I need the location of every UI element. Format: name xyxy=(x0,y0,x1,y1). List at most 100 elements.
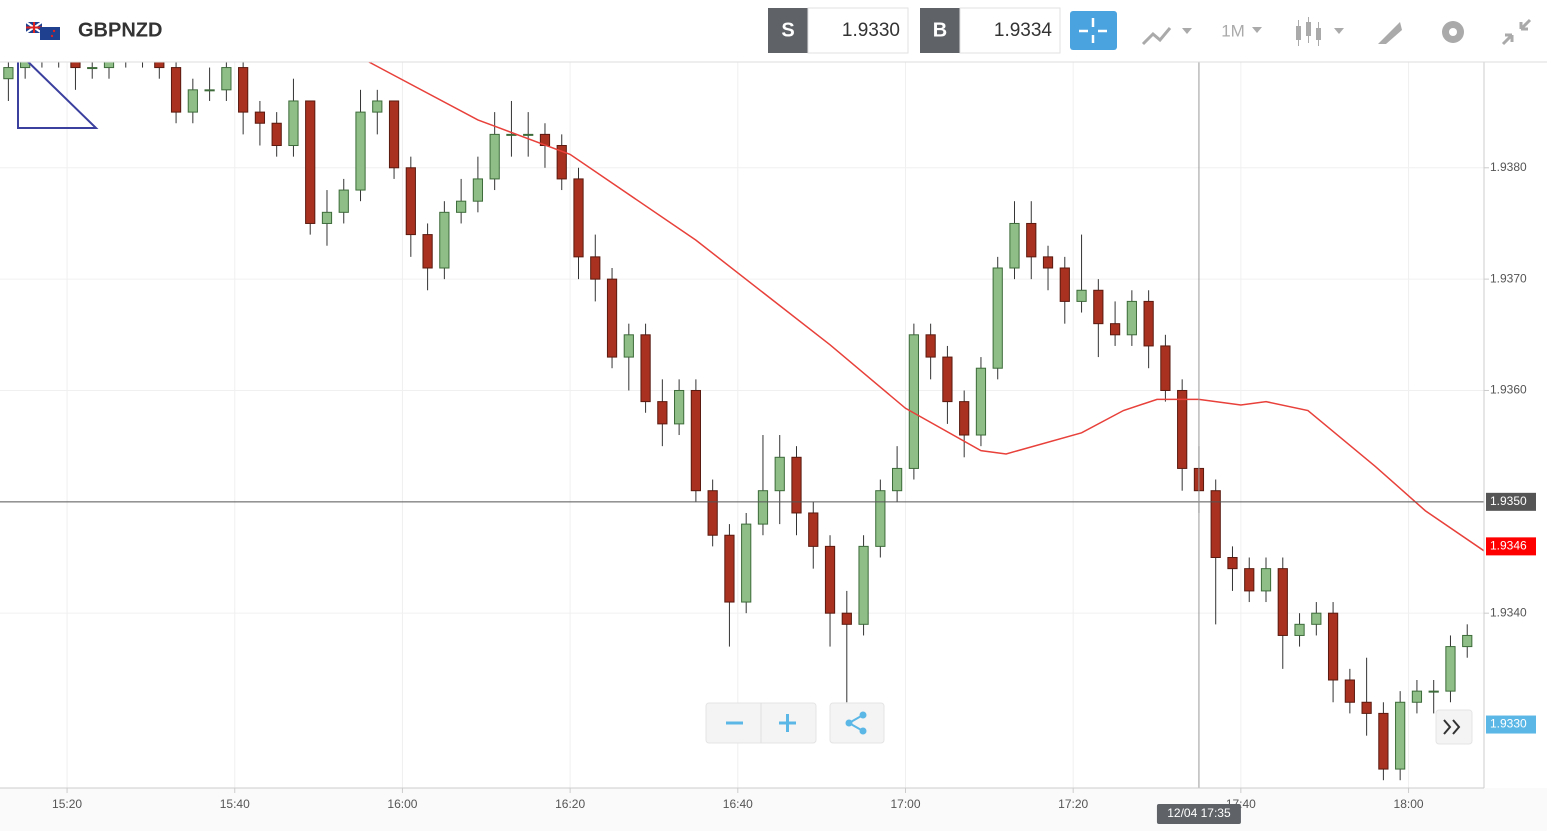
candle-body xyxy=(992,267,1003,369)
candle-body xyxy=(1428,690,1439,693)
crosshair-button[interactable] xyxy=(1070,11,1117,50)
candle-body xyxy=(1294,623,1305,636)
share-icon xyxy=(845,711,867,735)
y-tick-label: 1.9370 xyxy=(1490,271,1527,285)
candle-body xyxy=(439,211,450,269)
price-label: 1.9350 xyxy=(1490,494,1527,508)
zoom-in[interactable] xyxy=(779,714,796,732)
y-tick-label: 1.9360 xyxy=(1490,383,1527,397)
candle-body xyxy=(556,145,567,180)
candle-body xyxy=(841,612,852,625)
x-axis-area xyxy=(0,788,1547,831)
candle-body xyxy=(1260,568,1272,592)
dropdown xyxy=(1182,28,1192,34)
candle-body xyxy=(757,490,769,525)
candle-body xyxy=(1093,289,1104,325)
drawing-triangle xyxy=(17,49,99,129)
y-tick-label: 1.9380 xyxy=(1490,160,1527,174)
candle-body xyxy=(1076,289,1087,302)
x-tick-label: 18:00 xyxy=(1394,797,1424,811)
candle-body xyxy=(1244,568,1255,592)
collapse-icon[interactable] xyxy=(1501,18,1532,46)
sell-button[interactable] xyxy=(768,8,808,53)
candle-body xyxy=(1311,612,1322,625)
candle-body xyxy=(1059,267,1070,302)
candle-icon[interactable] xyxy=(1296,17,1321,46)
buy-label: B xyxy=(933,19,947,41)
candle-body xyxy=(338,189,349,213)
price-label-box xyxy=(1486,492,1536,511)
candle-body xyxy=(187,89,198,113)
x-tick-label: 15:40 xyxy=(220,797,250,811)
candle-body xyxy=(20,62,31,69)
candle-body xyxy=(372,100,383,113)
sell-label: S xyxy=(781,19,794,41)
candle-body xyxy=(590,256,601,280)
candle-body xyxy=(1026,222,1037,258)
candle-body xyxy=(690,389,701,492)
buy-button[interactable] xyxy=(920,8,960,53)
chart-type-icon[interactable] xyxy=(1141,27,1172,46)
candle-body xyxy=(1395,701,1406,770)
candle-body xyxy=(925,334,936,358)
candle-body xyxy=(623,334,634,358)
candle-body xyxy=(657,401,668,425)
candle-body xyxy=(523,133,534,136)
candle-body xyxy=(1227,557,1238,570)
candle-body xyxy=(305,100,316,224)
candle-body xyxy=(254,111,266,124)
buy-price: 1.9334 xyxy=(994,20,1053,41)
share-button[interactable] xyxy=(829,702,885,744)
candle-body xyxy=(3,67,14,80)
candle-body xyxy=(674,389,685,425)
candle-body xyxy=(774,456,785,492)
sell-price-box[interactable] xyxy=(807,7,909,54)
candle-body xyxy=(707,490,718,536)
candle-body xyxy=(942,356,953,403)
candle-body xyxy=(1327,612,1339,681)
candle-body xyxy=(456,200,467,213)
plot xyxy=(0,62,1484,788)
candle-body xyxy=(103,62,115,69)
candle-body xyxy=(1445,646,1456,692)
candle-body xyxy=(573,178,584,258)
candle-body xyxy=(741,523,752,603)
candle-body xyxy=(405,167,416,236)
candle-body xyxy=(1009,222,1020,269)
candle-body xyxy=(1143,300,1154,347)
candle-body xyxy=(891,467,903,492)
x-tick-label: 17:20 xyxy=(1058,797,1088,811)
scroll-right-button[interactable] xyxy=(1435,709,1473,745)
timeframe[interactable]: 1M xyxy=(1221,21,1245,40)
candle-body xyxy=(288,100,299,147)
candle-body xyxy=(154,62,165,69)
candle-body xyxy=(1411,690,1423,703)
candle-body xyxy=(87,67,98,70)
candle-body xyxy=(640,334,651,403)
x-tick-label: 16:40 xyxy=(723,797,753,811)
candle-body xyxy=(808,512,819,547)
candle-body xyxy=(975,367,987,436)
candle-body xyxy=(506,133,517,136)
candle-body xyxy=(791,456,802,514)
draw-icon[interactable] xyxy=(1378,22,1402,44)
flag xyxy=(25,21,60,40)
price-label-box xyxy=(1486,715,1536,734)
candle-body xyxy=(238,67,249,113)
crosshair-label-box xyxy=(1156,804,1241,824)
candle-body xyxy=(489,133,500,180)
candle-body xyxy=(1210,490,1221,559)
candle-body xyxy=(1160,345,1171,391)
sell-price: 1.9330 xyxy=(842,20,900,41)
crosshair-icon xyxy=(1079,18,1107,43)
candle-body xyxy=(1361,701,1372,714)
dropdown xyxy=(1334,28,1344,34)
candle-body xyxy=(724,534,735,603)
candle-body xyxy=(70,62,81,69)
buy-price-box[interactable] xyxy=(959,7,1061,54)
moving-average xyxy=(368,62,1484,552)
candle-body xyxy=(321,211,333,224)
candle-body xyxy=(824,545,836,614)
